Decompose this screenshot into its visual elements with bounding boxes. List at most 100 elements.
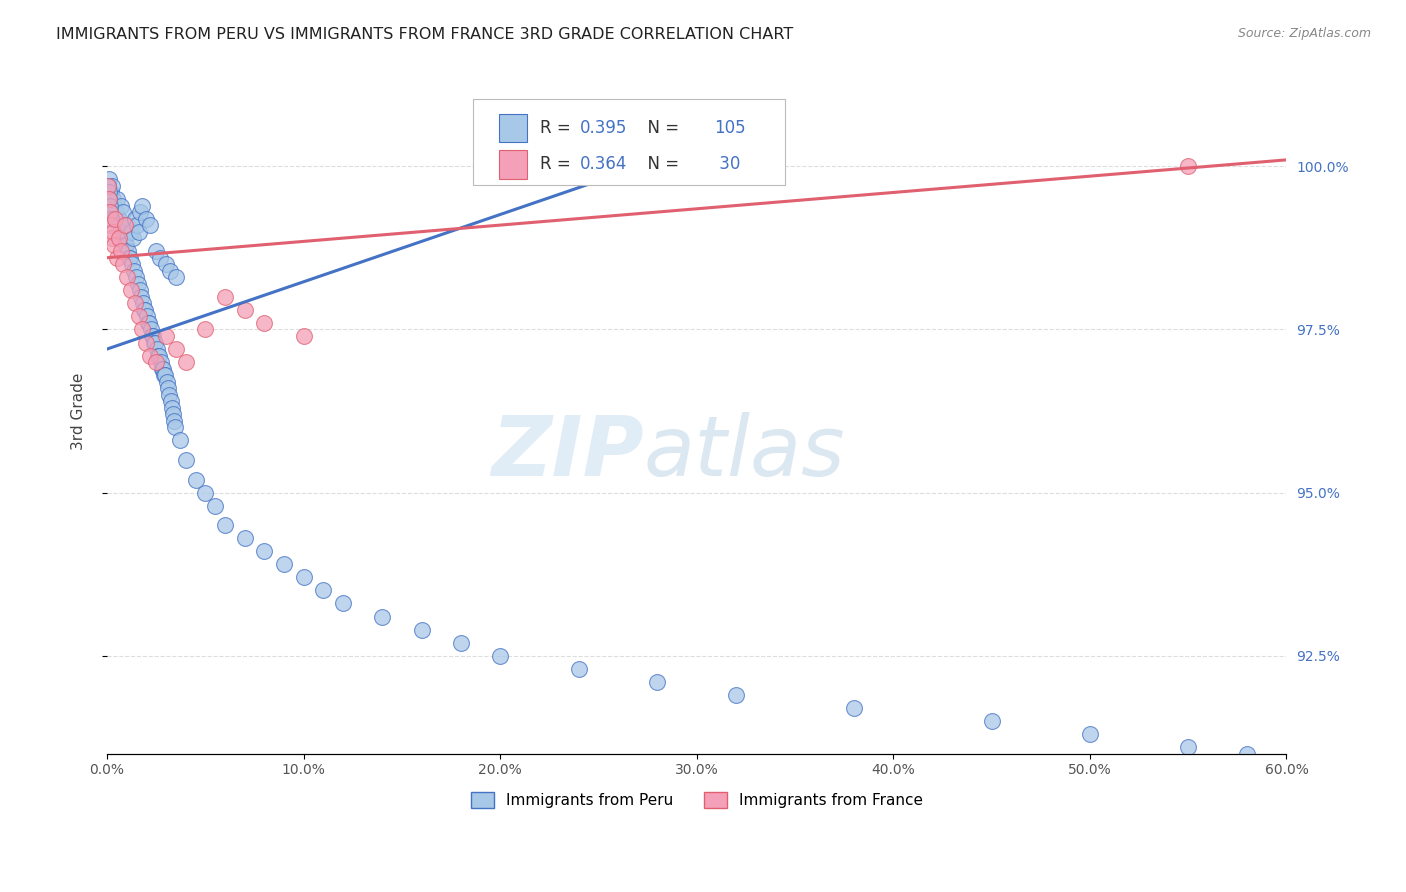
Point [97, 178, 120, 193]
FancyBboxPatch shape [499, 113, 527, 143]
Point [120, 283, 142, 297]
Point [159, 264, 181, 278]
Point [98, 198, 121, 212]
Point [98, 172, 121, 186]
Point [450, 635, 472, 649]
Legend: Immigrants from Peru, Immigrants from France: Immigrants from Peru, Immigrants from Fr… [464, 786, 929, 814]
Point [101, 225, 124, 239]
Point [138, 316, 160, 330]
Point [98, 192, 121, 206]
Point [98, 192, 121, 206]
Point [100, 186, 122, 200]
Point [489, 648, 512, 663]
Point [108, 211, 131, 226]
Point [127, 277, 149, 291]
Point [145, 244, 167, 259]
Point [124, 296, 146, 310]
Point [100, 211, 122, 226]
Point [169, 434, 191, 448]
Point [118, 251, 141, 265]
Text: N =: N = [637, 119, 683, 137]
Point [112, 231, 135, 245]
FancyBboxPatch shape [472, 99, 785, 185]
Point [165, 270, 187, 285]
Point [194, 485, 217, 500]
Point [135, 335, 157, 350]
Point [100, 198, 122, 212]
Text: IMMIGRANTS FROM PERU VS IMMIGRANTS FROM FRANCE 3RD GRADE CORRELATION CHART: IMMIGRANTS FROM PERU VS IMMIGRANTS FROM … [56, 27, 793, 42]
Point [115, 270, 138, 285]
Point [253, 316, 276, 330]
Point [111, 225, 134, 239]
Point [97, 178, 120, 193]
Text: atlas: atlas [644, 411, 845, 492]
Point [120, 225, 142, 239]
Point [117, 244, 139, 259]
Point [155, 329, 177, 343]
Point [150, 361, 173, 376]
Point [136, 310, 159, 324]
Point [128, 225, 150, 239]
Point [142, 329, 165, 343]
Point [129, 205, 152, 219]
Point [143, 335, 166, 350]
Text: 30: 30 [714, 155, 741, 173]
Point [148, 349, 170, 363]
Text: R =: R = [540, 119, 576, 137]
Point [725, 688, 748, 702]
Point [194, 322, 217, 336]
Point [138, 316, 160, 330]
Point [97, 186, 120, 200]
Point [131, 198, 153, 212]
Text: Source: ZipAtlas.com: Source: ZipAtlas.com [1237, 27, 1371, 40]
Text: R =: R = [540, 155, 576, 173]
Text: ZIP: ZIP [491, 411, 644, 492]
Point [156, 375, 179, 389]
Point [153, 368, 176, 383]
Text: N =: N = [637, 155, 683, 173]
Point [174, 453, 197, 467]
Point [157, 387, 180, 401]
Point [108, 218, 131, 232]
Point [107, 211, 129, 226]
Point [98, 186, 121, 200]
Point [97, 186, 120, 200]
Point [103, 237, 125, 252]
Point [174, 355, 197, 369]
Point [121, 231, 143, 245]
Point [111, 205, 134, 219]
Point [108, 231, 131, 245]
Point [141, 329, 163, 343]
Point [135, 211, 157, 226]
Point [134, 302, 156, 317]
Point [647, 674, 669, 689]
Point [101, 198, 124, 212]
Point [98, 192, 121, 206]
Point [131, 290, 153, 304]
Point [332, 597, 354, 611]
Point [411, 623, 433, 637]
Point [114, 237, 136, 252]
Point [131, 322, 153, 336]
Point [162, 407, 184, 421]
FancyBboxPatch shape [499, 150, 527, 178]
Point [145, 355, 167, 369]
Point [111, 257, 134, 271]
Point [163, 414, 186, 428]
Point [233, 302, 256, 317]
Point [1177, 739, 1199, 754]
Point [371, 609, 394, 624]
Point [312, 583, 335, 598]
Point [141, 322, 163, 336]
Point [153, 368, 176, 383]
Point [292, 570, 315, 584]
Point [1177, 160, 1199, 174]
Text: 0.364: 0.364 [581, 155, 627, 173]
Point [1236, 747, 1258, 761]
Point [101, 192, 124, 206]
Point [184, 473, 207, 487]
Point [146, 342, 169, 356]
Point [156, 381, 179, 395]
Point [103, 198, 125, 212]
Point [128, 283, 150, 297]
